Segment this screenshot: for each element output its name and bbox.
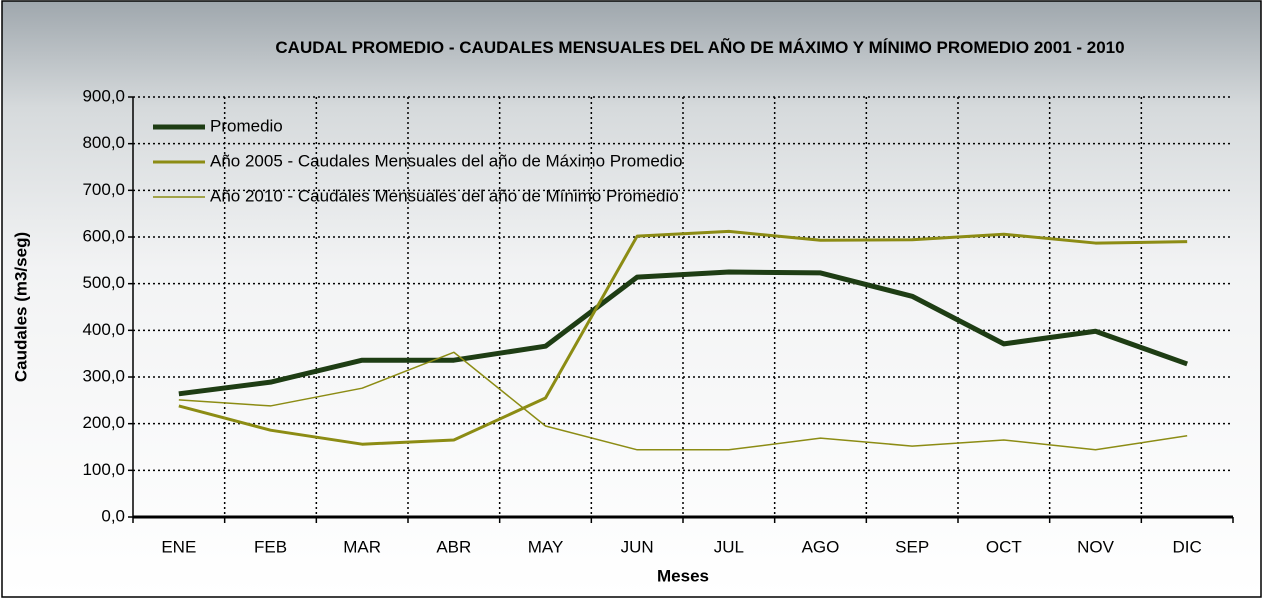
y-tick-label: 200,0: [82, 413, 125, 432]
y-tick-label: 800,0: [82, 133, 125, 152]
chart-title: CAUDAL PROMEDIO - CAUDALES MENSUALES DEL…: [275, 38, 1125, 57]
x-tick-label: AGO: [802, 537, 840, 556]
y-axis-title: Caudales (m3/seg): [11, 232, 30, 382]
x-tick-label: JUN: [621, 537, 654, 556]
legend-label: Promedio: [210, 116, 283, 135]
y-tick-label: 100,0: [82, 460, 125, 479]
y-tick-label: 900,0: [82, 86, 125, 105]
x-tick-label: NOV: [1077, 537, 1115, 556]
x-axis-title: Meses: [657, 566, 709, 585]
legend-label: Año 2010 - Caudales Mensuales del año de…: [210, 186, 679, 205]
x-tick-label: FEB: [254, 537, 287, 556]
x-tick-label: MAR: [343, 537, 381, 556]
y-tick-label: 500,0: [82, 273, 125, 292]
y-tick-label: 600,0: [82, 226, 125, 245]
x-tick-label: MAY: [528, 537, 564, 556]
x-tick-label: OCT: [986, 537, 1022, 556]
series-line: [178, 269, 1189, 397]
x-tick-label: SEP: [895, 537, 929, 556]
x-tick-label: JUL: [714, 537, 744, 556]
x-tick-label: ABR: [436, 537, 471, 556]
y-tick-label: 300,0: [82, 366, 125, 385]
series-line: [178, 229, 1188, 446]
y-tick-label: 400,0: [82, 320, 125, 339]
x-tick-label: ENE: [161, 537, 196, 556]
series-line: [178, 351, 1188, 451]
x-tick-label: DIC: [1173, 537, 1202, 556]
y-tick-label: 700,0: [82, 180, 125, 199]
legend-label: Año 2005 - Caudales Mensuales del año de…: [210, 151, 683, 170]
y-tick-label: 0,0: [101, 506, 125, 525]
